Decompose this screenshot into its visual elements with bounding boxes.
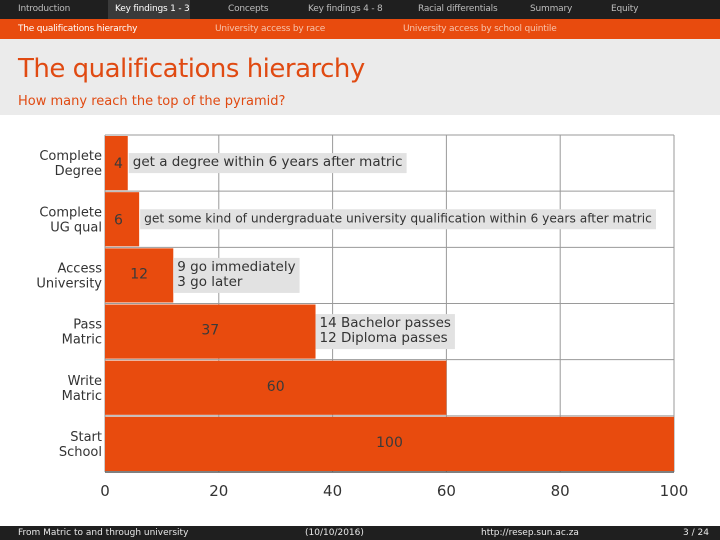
footer-page-number: 3 / 24 (683, 528, 709, 538)
category-label-5: Start School (59, 430, 102, 460)
category-label-4: Write Matric (62, 374, 102, 404)
annotation-3: 14 Bachelor passes 12 Diploma passes (315, 314, 455, 350)
subnav-university-access-by-race[interactable]: University access by race (215, 24, 326, 34)
bar-4 (105, 360, 447, 415)
nav-racial-differentials[interactable]: Racial differentials (418, 4, 498, 14)
x-tick-label-3: 60 (437, 482, 456, 500)
annotation-text-3: 14 Bachelor passes 12 Diploma passes (320, 315, 451, 346)
bar-3 (105, 304, 316, 359)
category-label-2: Access University (36, 261, 102, 291)
annotation-2: 9 go immediately 3 go later (173, 257, 300, 293)
subnav-university-access-by-quintile[interactable]: University access by school quintile (403, 24, 557, 34)
category-label-3: Pass Matric (62, 318, 103, 348)
active-nav-highlight (108, 0, 190, 19)
bar-1 (105, 192, 140, 247)
top-navigation: Introduction Key findings 1 - 3 Concepts… (0, 0, 720, 19)
nav-summary[interactable]: Summary (530, 4, 573, 14)
bar-2 (105, 248, 174, 303)
data-label-0: 4 (114, 156, 123, 172)
title-block: The qualifications hierarchy How many re… (0, 39, 720, 115)
footer-date: (10/10/2016) (305, 528, 364, 538)
x-tick-label-2: 40 (323, 482, 342, 500)
nav-key-findings-4-8[interactable]: Key findings 4 - 8 (308, 4, 383, 14)
annotation-1: get some kind of undergraduate universit… (140, 209, 656, 230)
subnav-qualifications-hierarchy[interactable]: The qualifications hierarchy (18, 24, 138, 34)
x-tick-label-1: 20 (209, 482, 228, 500)
annotation-box-2 (173, 257, 300, 293)
annotation-text-2: 9 go immediately 3 go later (177, 259, 295, 290)
data-label-3: 37 (201, 323, 219, 339)
section-navigation: The qualifications hierarchy University … (0, 19, 720, 39)
nav-concepts[interactable]: Concepts (228, 4, 269, 14)
annotation-0: get a degree within 6 years after matric (128, 153, 407, 174)
page-subtitle: How many reach the top of the pyramid? (18, 94, 286, 109)
data-label-1: 6 (114, 212, 123, 228)
footer-url[interactable]: http://resep.sun.ac.za (481, 528, 579, 538)
annotation-text-1: get some kind of undergraduate universit… (144, 211, 652, 225)
footer-bar: From Matric to and through university (1… (0, 526, 720, 540)
x-tick-label-4: 80 (551, 482, 570, 500)
category-label-0: Complete Degree (39, 149, 102, 179)
qualifications-bar-chart: 0 20 40 60 80 100 Complete Degree Complete UG qua… (36, 134, 689, 500)
nav-equity[interactable]: Equity (611, 4, 639, 14)
data-label-2: 12 (130, 266, 148, 282)
x-tick-label-5: 100 (660, 482, 689, 500)
footer-presentation-title: From Matric to and through university (18, 528, 189, 538)
page-title: The qualifications hierarchy (18, 54, 365, 84)
annotation-box-1 (140, 209, 656, 230)
data-label-5: 100 (376, 435, 403, 451)
annotation-box-0 (128, 153, 407, 174)
nav-introduction[interactable]: Introduction (18, 4, 71, 14)
bar-0 (105, 136, 128, 191)
annotation-text-0: get a degree within 6 years after matric (133, 154, 403, 170)
category-label-1: Complete UG qual (39, 205, 102, 235)
data-label-4: 60 (267, 379, 285, 395)
nav-key-findings-1-3[interactable]: Key findings 1 - 3 (115, 4, 190, 14)
annotation-box-3 (315, 314, 455, 350)
bar-5 (105, 416, 674, 471)
x-tick-label-0: 0 (100, 482, 110, 500)
